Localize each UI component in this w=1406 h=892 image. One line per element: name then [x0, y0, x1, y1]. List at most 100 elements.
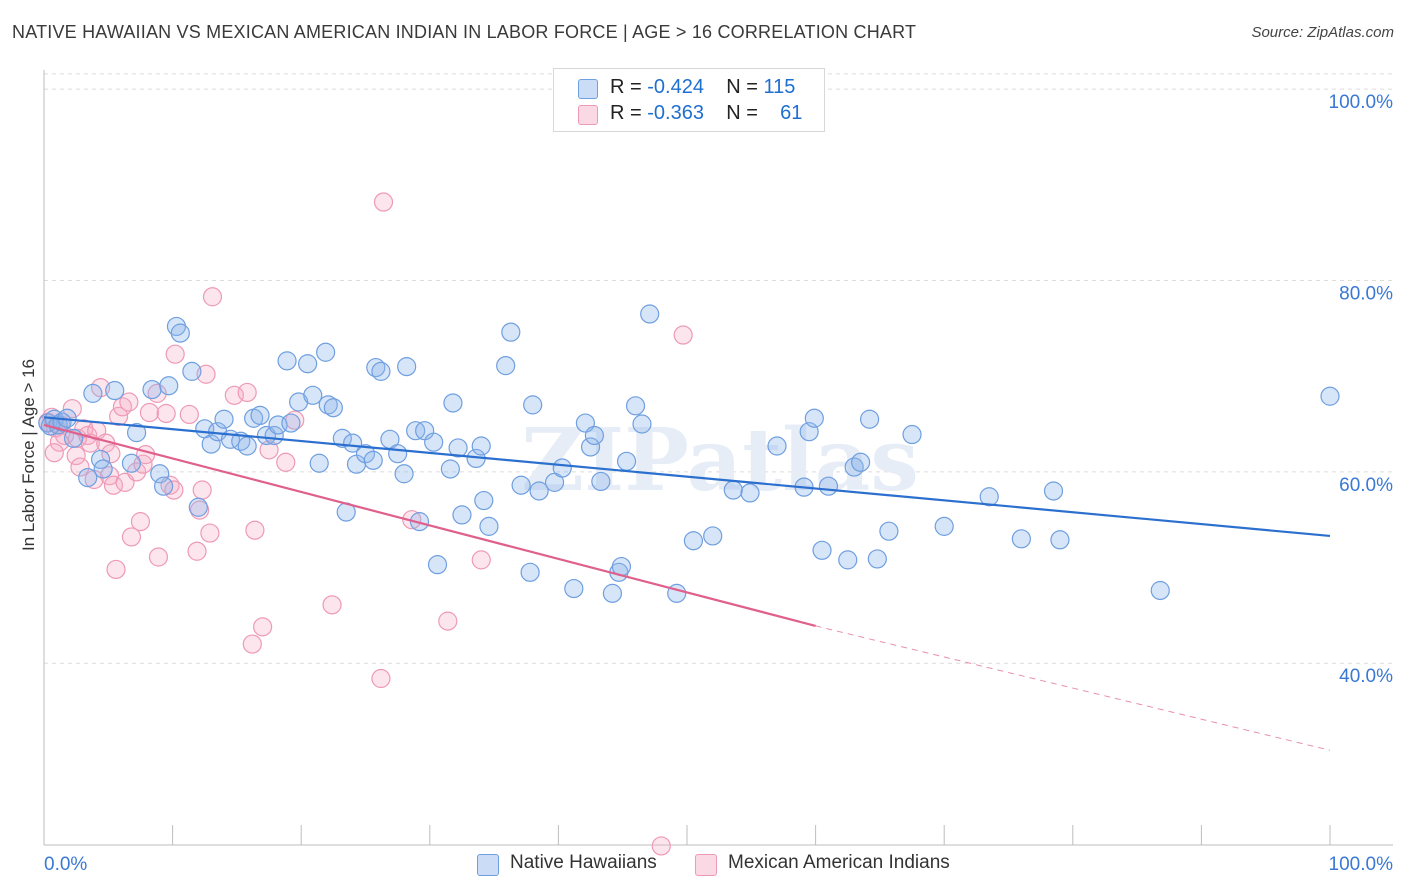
native-hawaiian-point: [703, 526, 723, 546]
mexican-american-indian-point: [119, 392, 139, 412]
native-hawaiian-point: [683, 531, 704, 551]
mexican-american-indian-point: [196, 364, 216, 384]
native-hawaiian-point: [1050, 530, 1070, 550]
r-value: -0.363: [647, 102, 704, 124]
native-hawaiian-point: [523, 395, 543, 415]
mexican-american-indian-point: [139, 402, 160, 423]
mexican-american-indian-point: [371, 668, 391, 689]
n-label: N =: [726, 102, 764, 124]
mexican-american-indians-trend-extension: [815, 625, 1331, 751]
native-hawaiian-point: [366, 357, 386, 378]
x-tick-label: 100.0%: [1329, 854, 1394, 875]
native-hawaiian-point: [479, 516, 499, 536]
native-hawaiian-point: [126, 423, 147, 443]
native-hawaiian-point: [474, 490, 494, 511]
mexican-american-indian-point: [373, 192, 394, 212]
native-hawaiian-point: [838, 550, 858, 570]
mexican-american-indian-point: [242, 634, 262, 654]
y-axis-label: In Labor Force | Age > 16: [19, 359, 38, 551]
mexican-american-indian-point: [70, 457, 90, 477]
native-hawaiian-point: [616, 451, 637, 471]
source-credit: Source: ZipAtlas.com: [1251, 24, 1394, 41]
native-hawaiian-point: [591, 471, 611, 492]
x-tick-label: 0.0%: [44, 854, 87, 875]
native-hawaiian-point: [343, 433, 363, 453]
native-hawaiian-point: [170, 323, 190, 343]
mexican-american-indians-points: [38, 192, 693, 856]
native-hawaiian-point: [632, 414, 652, 434]
mexican-american-indian-point: [187, 541, 207, 561]
mexican-american-indian-point: [471, 550, 491, 570]
mexican-american-indian-point: [148, 547, 169, 567]
native-hawaiian-point: [237, 436, 257, 456]
native-hawaiian-point: [277, 351, 297, 371]
native-hawaiian-point: [93, 459, 113, 479]
native-hawaiian-point: [316, 342, 336, 362]
mexican-american-indian-point: [103, 475, 124, 495]
native-hawaiians-points: [38, 304, 1340, 603]
mexican-american-indian-point: [165, 344, 185, 364]
native-hawaiian-point: [501, 322, 521, 342]
native-hawaiian-point: [201, 434, 221, 454]
y-tick-label: 40.0%: [1339, 666, 1393, 687]
legend-label: Mexican American Indians: [728, 852, 950, 873]
mexican-american-indian-point: [164, 480, 184, 500]
regression-lines: [43, 416, 1331, 751]
pink-swatch: [578, 105, 598, 125]
native-hawaiian-point: [602, 583, 623, 603]
mexican-american-indian-point: [673, 325, 693, 345]
native-hawaiian-point: [448, 438, 468, 458]
native-hawaiian-point: [78, 467, 98, 488]
legend-label: Native Hawaiians: [510, 852, 657, 873]
mexican-american-indian-point: [90, 378, 111, 398]
chart-title: NATIVE HAWAIIAN VS MEXICAN AMERICAN INDI…: [12, 22, 917, 42]
native-hawaiian-point: [767, 436, 787, 456]
native-hawaiian-point: [388, 444, 408, 464]
native-hawaiian-point: [355, 444, 376, 464]
mexican-american-indian-point: [438, 611, 458, 631]
mexican-american-indian-point: [62, 399, 82, 419]
native-hawaiian-point: [214, 409, 234, 429]
native-hawaiian-point: [812, 540, 832, 560]
mexican-american-indian-point: [253, 617, 273, 637]
r-label: R =: [610, 76, 648, 98]
native-hawaiian-point: [188, 497, 208, 517]
mexican-american-indian-point: [237, 382, 257, 403]
native-hawaiian-point: [529, 481, 549, 501]
native-hawaiian-point: [979, 487, 999, 507]
native-hawaiian-point: [902, 424, 922, 445]
native-hawaiian-point: [452, 505, 472, 525]
native-hawaiian-point: [281, 413, 301, 433]
blue-swatch: [477, 854, 499, 876]
native-hawaiian-point: [520, 562, 540, 582]
native-hawaiian-point: [564, 578, 584, 599]
native-hawaiian-point: [640, 304, 660, 324]
native-hawaiian-point: [298, 354, 318, 374]
mexican-american-indian-point: [651, 836, 671, 856]
correlation-legend: R = -0.424 N = 115 R = -0.363 N = 61: [553, 68, 825, 132]
mexican-american-indian-point: [192, 480, 212, 500]
mexican-american-indian-point: [147, 383, 167, 403]
native-hawaiian-point: [867, 549, 887, 569]
native-hawaiian-point: [860, 409, 880, 429]
mexican-american-indian-point: [101, 444, 121, 464]
native-hawaiian-point: [318, 395, 338, 415]
native-hawaiian-point: [740, 483, 760, 503]
native-hawaiian-point: [723, 480, 743, 500]
native-hawaiian-point: [332, 428, 352, 448]
watermark: ZIPatlas: [521, 410, 919, 511]
y-tick-label: 80.0%: [1339, 283, 1393, 304]
native-hawaiians-trend-line: [43, 416, 1331, 538]
native-hawaiian-point: [303, 385, 323, 405]
native-hawaiian-point: [851, 452, 871, 472]
native-hawaiian-point: [879, 521, 899, 541]
native-hawaiian-point: [250, 405, 270, 426]
native-hawaiian-point: [625, 396, 646, 416]
native-hawaiian-point: [443, 393, 463, 413]
grid-lines: [44, 73, 1393, 664]
native-hawaiian-point: [159, 376, 179, 396]
mexican-american-indian-point: [108, 406, 129, 426]
native-hawaiian-point: [1011, 529, 1031, 549]
native-hawaiian-point: [323, 398, 343, 418]
mexican-american-indian-point: [106, 559, 126, 580]
